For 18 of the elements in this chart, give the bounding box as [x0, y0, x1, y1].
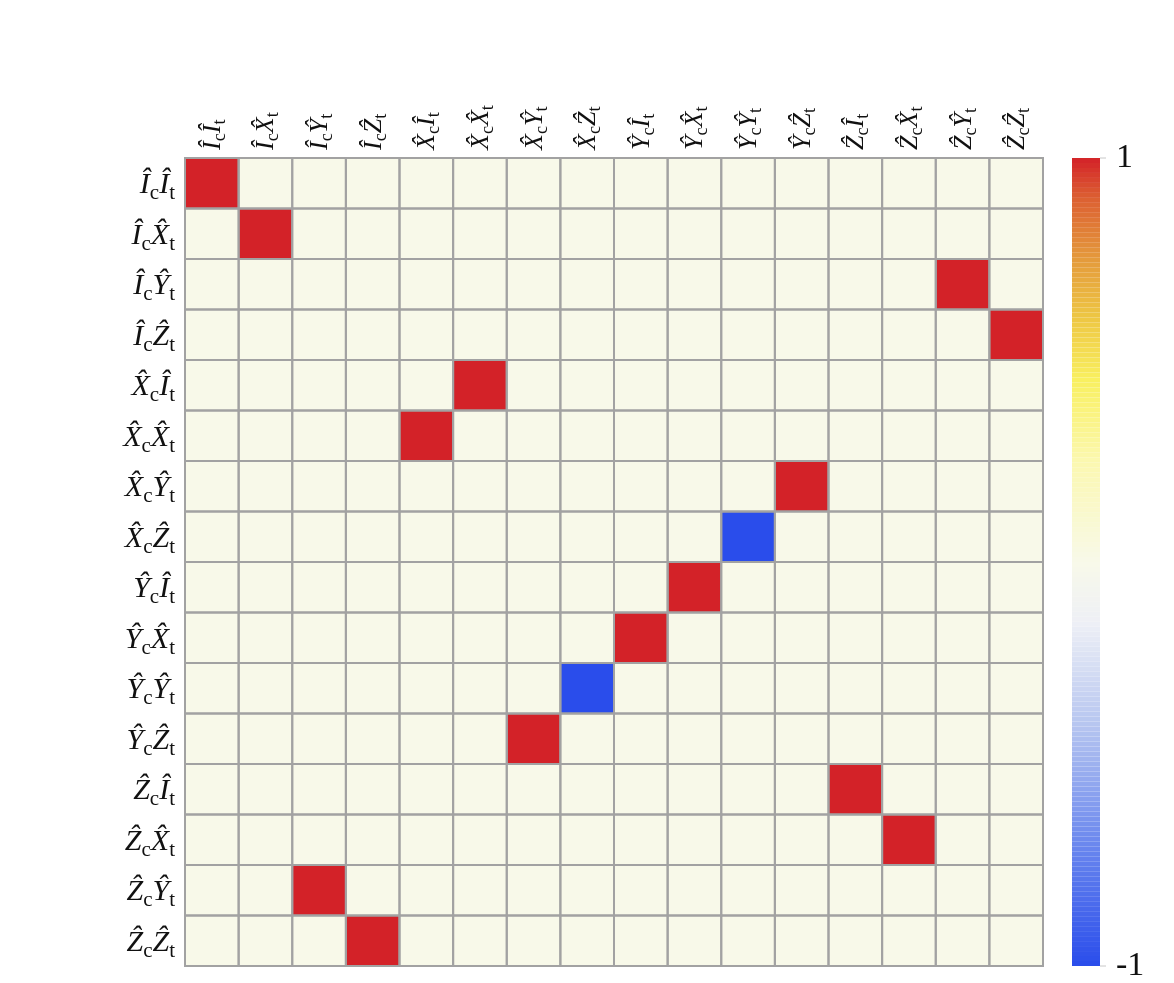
y-tick-label: X̂$_{c}$Î$_{t}$: [131, 367, 175, 407]
y-tick-label: X̂$_{c}$Ŷ$_{t}$: [124, 468, 175, 508]
y-tick-label: X̂$_{c}$X̂$_{t}$: [123, 417, 175, 458]
y-tick-label: Ŷ$_{c}$X̂$_{t}$: [124, 619, 175, 660]
y-tick-label: Î$_{c}$Ẑ$_{t}$: [133, 316, 175, 357]
y-tick-label: Ẑ$_{c}$Ŷ$_{t}$: [126, 872, 175, 912]
color-bar-label: -1: [1116, 944, 1145, 982]
y-tick-label: Ŷ$_{c}$Î$_{t}$: [133, 569, 175, 609]
y-tick-label: Ẑ$_{c}$Î$_{t}$: [133, 771, 175, 811]
y-tick-label: Ẑ$_{c}$Ẑ$_{t}$: [126, 922, 175, 963]
y-tick-label: Ẑ$_{c}$X̂$_{t}$: [124, 821, 175, 862]
y-tick-label: X̂$_{c}$Ẑ$_{t}$: [124, 518, 175, 559]
y-tick-label: Ŷ$_{c}$Ẑ$_{t}$: [126, 720, 175, 761]
y-tick-label: Î$_{c}$Î$_{t}$: [139, 165, 175, 205]
y-tick-label: Î$_{c}$Ŷ$_{t}$: [133, 266, 175, 306]
y-tick-label: Ŷ$_{c}$Ŷ$_{t}$: [126, 670, 175, 710]
y-tick-label: Î$_{c}$X̂$_{t}$: [131, 215, 175, 256]
color-bar-label: 1: [1116, 136, 1133, 174]
